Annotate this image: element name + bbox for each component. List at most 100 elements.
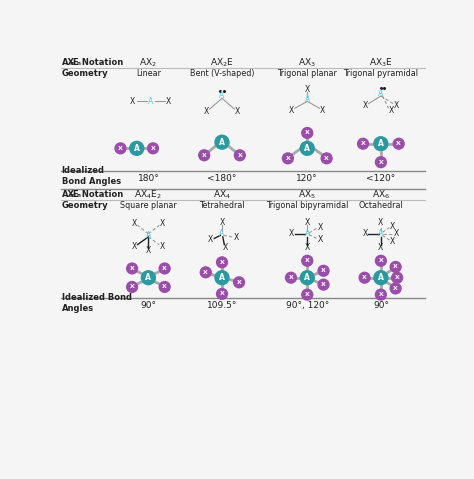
Text: X: X (289, 106, 294, 115)
Circle shape (127, 282, 137, 292)
Text: X: X (118, 146, 123, 151)
Text: X: X (285, 156, 290, 161)
Circle shape (302, 289, 313, 300)
Text: AX$_4$: AX$_4$ (213, 188, 231, 201)
Text: X: X (390, 237, 395, 246)
Text: X: X (130, 97, 136, 106)
Text: X: X (204, 107, 209, 116)
Text: X: X (396, 141, 401, 146)
Circle shape (217, 288, 228, 299)
Text: AX: AX (62, 58, 74, 68)
Text: AX$_3$: AX$_3$ (298, 57, 316, 69)
Circle shape (159, 263, 170, 274)
Circle shape (215, 135, 229, 149)
Text: X: X (202, 153, 207, 158)
Circle shape (375, 255, 386, 266)
Circle shape (115, 143, 126, 154)
Text: A: A (305, 229, 310, 239)
Text: Trigonal pyramidal: Trigonal pyramidal (343, 69, 419, 78)
Text: Geometry: Geometry (62, 69, 108, 78)
Circle shape (234, 277, 245, 288)
Circle shape (217, 257, 228, 268)
Circle shape (318, 279, 329, 290)
Text: X: X (363, 102, 368, 111)
Text: X: X (393, 286, 398, 291)
Text: X: X (390, 222, 395, 230)
Text: X: X (289, 275, 293, 280)
Text: X: X (305, 130, 310, 136)
Text: X: X (394, 229, 399, 239)
Text: X: X (237, 153, 242, 158)
Text: X: X (378, 258, 383, 263)
Circle shape (215, 271, 229, 285)
Circle shape (141, 271, 155, 285)
Text: AX$_6$: AX$_6$ (372, 188, 390, 201)
Circle shape (357, 138, 368, 149)
Text: Notation: Notation (80, 58, 124, 68)
Text: X: X (378, 292, 383, 297)
Circle shape (130, 141, 144, 155)
Text: X: X (305, 258, 310, 263)
Circle shape (300, 271, 314, 285)
Circle shape (147, 143, 158, 154)
Text: 120°: 120° (296, 174, 318, 183)
Text: X: X (146, 246, 151, 255)
Text: A: A (378, 139, 384, 148)
Text: X: X (318, 236, 323, 244)
Text: Trigonal planar: Trigonal planar (277, 69, 337, 78)
Circle shape (375, 157, 386, 168)
Text: X: X (318, 223, 323, 232)
Text: A: A (304, 273, 310, 282)
Text: X: X (305, 85, 310, 94)
Circle shape (374, 137, 388, 151)
Text: A: A (378, 229, 383, 239)
Text: X: X (208, 236, 213, 244)
Text: A: A (219, 273, 225, 282)
Circle shape (321, 153, 332, 164)
Text: X: X (160, 218, 165, 228)
Text: <180°: <180° (207, 174, 237, 183)
Text: X: X (132, 218, 137, 228)
Text: X: X (130, 266, 135, 271)
Text: X: X (219, 218, 225, 227)
Text: Linear: Linear (136, 69, 161, 78)
Text: X: X (223, 243, 228, 252)
Text: X: X (305, 292, 310, 297)
Text: A: A (378, 273, 384, 282)
Text: X: X (160, 242, 165, 251)
Text: Tetrahedral: Tetrahedral (199, 201, 245, 210)
Text: X: X (362, 275, 367, 280)
Text: X: X (388, 106, 393, 115)
Text: 180°: 180° (137, 174, 159, 183)
Circle shape (359, 272, 370, 283)
Circle shape (390, 283, 401, 294)
Text: 90°: 90° (140, 301, 156, 310)
Text: AX$_2$: AX$_2$ (139, 57, 157, 69)
Text: AX$_5$: AX$_5$ (298, 188, 316, 201)
Text: m: m (69, 61, 75, 66)
Text: X: X (162, 266, 167, 271)
Text: X: X (289, 229, 294, 239)
Text: X: X (233, 233, 238, 242)
Circle shape (300, 141, 314, 155)
Circle shape (393, 138, 404, 149)
Circle shape (390, 262, 401, 272)
Text: A: A (219, 91, 225, 101)
Text: Idealized Bond
Angles: Idealized Bond Angles (62, 293, 132, 313)
Text: Octahedral: Octahedral (358, 201, 403, 210)
Text: A: A (219, 229, 225, 239)
Text: 109.5°: 109.5° (207, 301, 237, 310)
Text: X: X (151, 146, 155, 151)
Text: AX$_2$E: AX$_2$E (210, 57, 234, 69)
Text: E: E (73, 190, 78, 199)
Circle shape (199, 150, 210, 160)
Text: X: X (166, 97, 171, 106)
Text: A: A (304, 144, 310, 153)
Text: <120°: <120° (366, 174, 395, 183)
Circle shape (283, 153, 293, 164)
Text: X: X (320, 106, 325, 115)
Text: Idealized
Bond Angles: Idealized Bond Angles (62, 166, 121, 186)
Text: AX$_4$E$_2$: AX$_4$E$_2$ (135, 188, 162, 201)
Text: n: n (76, 61, 80, 66)
Text: A: A (146, 231, 151, 240)
